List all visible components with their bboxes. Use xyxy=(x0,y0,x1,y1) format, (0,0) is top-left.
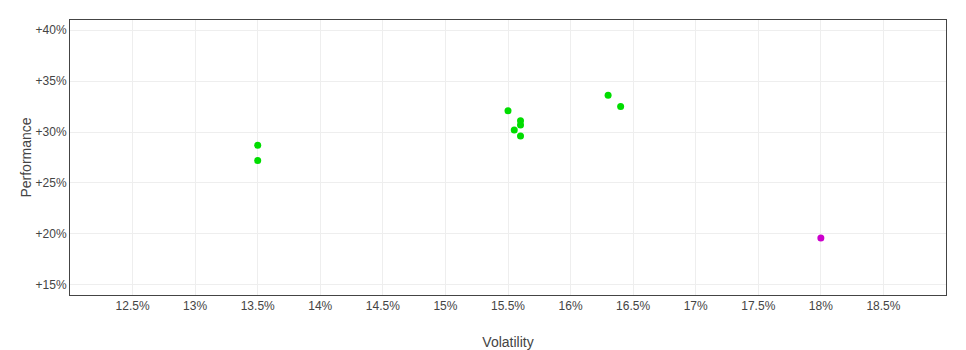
svg-text:15.5%: 15.5% xyxy=(491,299,525,313)
svg-text:15%: 15% xyxy=(433,299,457,313)
svg-text:18.5%: 18.5% xyxy=(866,299,900,313)
svg-text:17%: 17% xyxy=(684,299,708,313)
svg-text:+30%: +30% xyxy=(36,125,67,139)
svg-text:+40%: +40% xyxy=(36,23,67,37)
svg-text:+15%: +15% xyxy=(36,278,67,292)
svg-text:+35%: +35% xyxy=(36,74,67,88)
svg-text:14.5%: 14.5% xyxy=(366,299,400,313)
svg-text:16%: 16% xyxy=(559,299,583,313)
svg-text:13%: 13% xyxy=(183,299,207,313)
svg-text:+20%: +20% xyxy=(36,227,67,241)
svg-text:Volatility: Volatility xyxy=(482,334,533,350)
svg-text:14%: 14% xyxy=(308,299,332,313)
svg-text:18%: 18% xyxy=(809,299,833,313)
svg-text:17.5%: 17.5% xyxy=(741,299,775,313)
svg-text:16.5%: 16.5% xyxy=(616,299,650,313)
svg-text:+25%: +25% xyxy=(36,176,67,190)
svg-text:Performance: Performance xyxy=(18,117,34,197)
svg-text:12.5%: 12.5% xyxy=(116,299,150,313)
svg-text:13.5%: 13.5% xyxy=(241,299,275,313)
